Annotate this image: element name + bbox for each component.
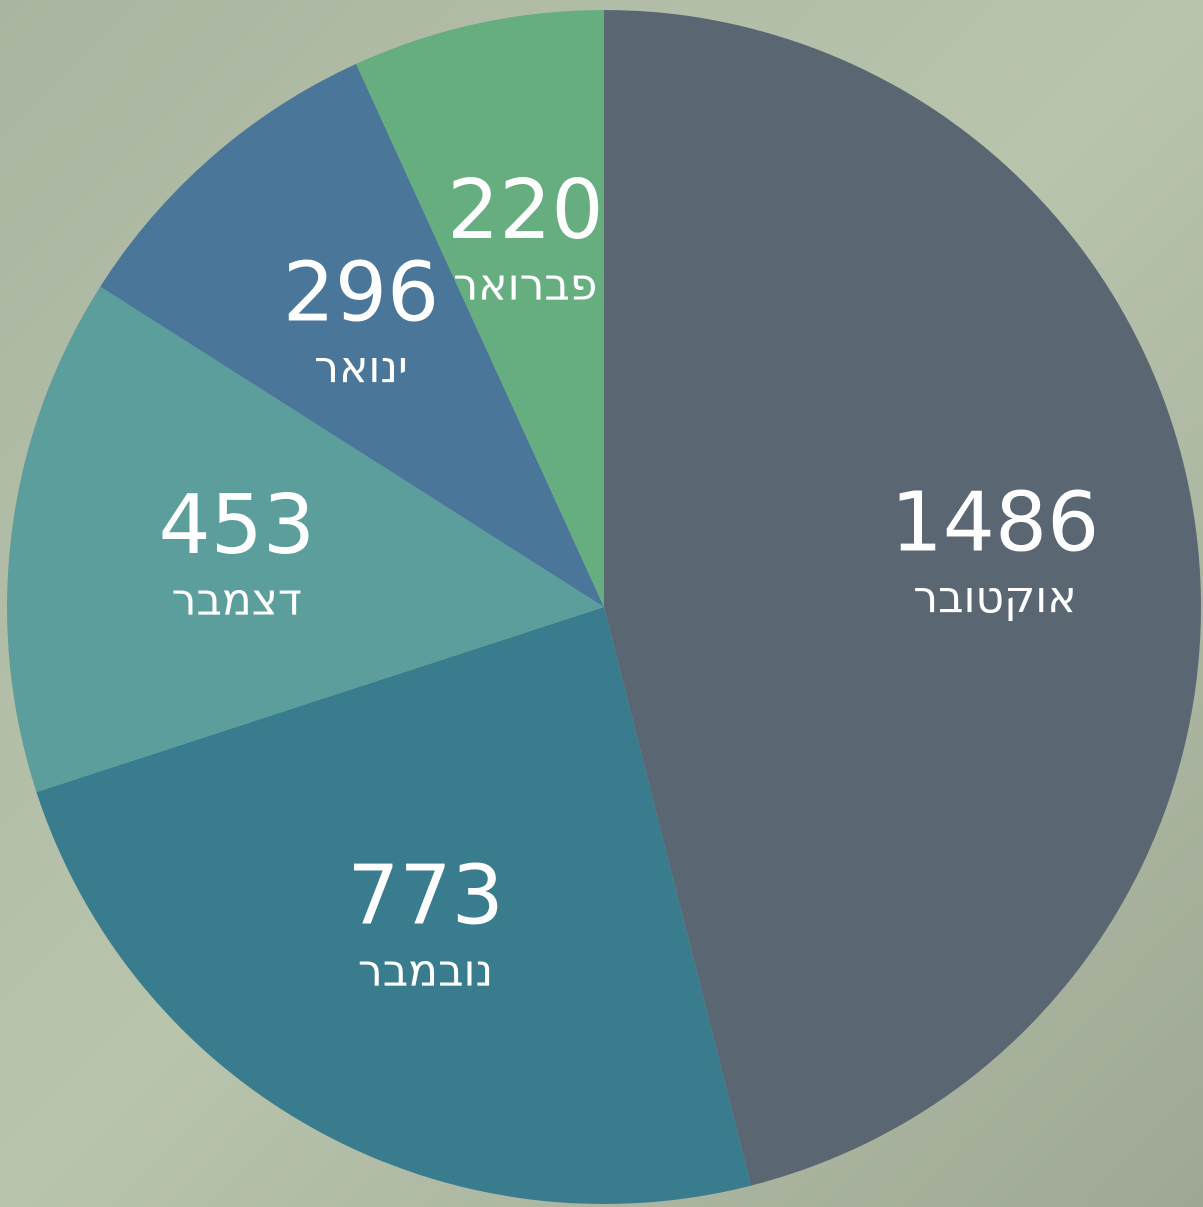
category-label: פברואר xyxy=(453,259,597,310)
category-label: ינואר xyxy=(314,342,408,393)
category-label: נובמבר xyxy=(358,945,493,996)
value-label: 220 xyxy=(447,163,604,258)
chart: 1486אוקטובר 773נובמבר 453דצמבר 296ינואר 220פ… xyxy=(0,0,1203,1207)
category-label: דצמבר xyxy=(172,575,302,626)
value-label: 1486 xyxy=(891,475,1100,570)
value-label: 773 xyxy=(347,849,504,944)
value-label: 453 xyxy=(159,478,316,573)
category-label: אוקטובר xyxy=(913,572,1076,623)
value-label: 296 xyxy=(283,245,440,340)
page: {"chart_data": {"type": "pie", "categori… xyxy=(0,0,1203,1207)
